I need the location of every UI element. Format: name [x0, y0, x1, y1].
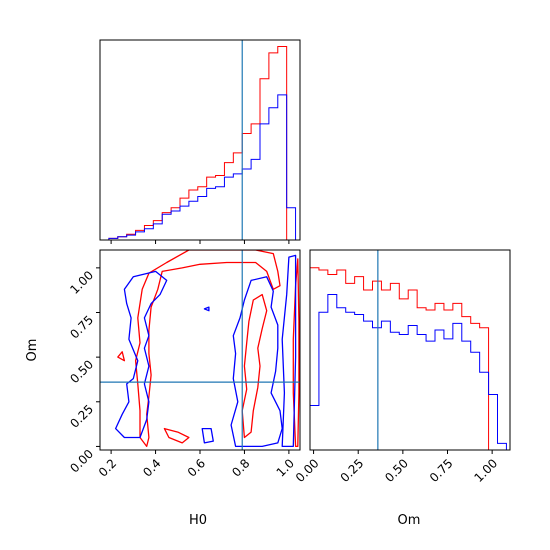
contour-x-tick-label: 0.8 — [229, 456, 252, 479]
contour-group — [114, 250, 300, 448]
om-hist-blue-series — [309, 293, 510, 451]
om-hist-frame — [309, 249, 511, 451]
om-hist-x-tick-label: 1.00 — [471, 456, 500, 485]
contour-y-tick-label: 0.75 — [67, 313, 96, 342]
contour-x-tick-label: 0.2 — [96, 456, 119, 479]
om-hist-x-tick-label: 0.75 — [427, 456, 456, 485]
x-axis-label-h0: H0 — [189, 513, 207, 528]
contour-y-tick-label: 0.25 — [67, 402, 96, 431]
contour-y-tick-label: 0.00 — [67, 447, 96, 476]
contour-blue-0 — [114, 270, 168, 439]
om-hist-x-tick-label: 0.50 — [382, 456, 411, 485]
contour-blue-1 — [230, 276, 283, 448]
h0-histogram-panel — [99, 39, 301, 244]
contour-y-tick-label: 1.00 — [67, 268, 96, 297]
contour-blue-3 — [201, 427, 214, 444]
om-hist-red-series — [309, 267, 510, 451]
h0-om-contour-panel: 0.2 0.4 0.6 0.8 1.00.000.250.500.751.00 — [67, 249, 301, 480]
x-axis-label-om: Om — [398, 513, 421, 528]
y-axis-label-om: Om — [25, 339, 40, 362]
h0-hist-blue-series — [100, 94, 297, 241]
om-hist-x-tick-label: 0.25 — [338, 456, 367, 485]
contour-red-4 — [117, 351, 126, 362]
contour-red-0 — [134, 250, 281, 448]
om-histogram-panel: 0.00 0.25 0.50 0.75 1.00 — [293, 249, 511, 485]
contour-red-1 — [241, 293, 268, 439]
contour-x-tick-label: 0.6 — [185, 456, 208, 479]
contour-x-tick-label: 0.4 — [140, 456, 163, 479]
om-hist-x-tick-label: 0.00 — [293, 456, 322, 485]
contour-y-tick-label: 0.50 — [67, 357, 96, 386]
h0-hist-frame — [99, 39, 301, 241]
contour-blue-4 — [203, 306, 210, 312]
h0-hist-red-series — [100, 45, 296, 241]
contour-blue-2 — [281, 254, 297, 448]
contour-red-2 — [292, 258, 300, 448]
contour-red-3 — [163, 427, 190, 444]
